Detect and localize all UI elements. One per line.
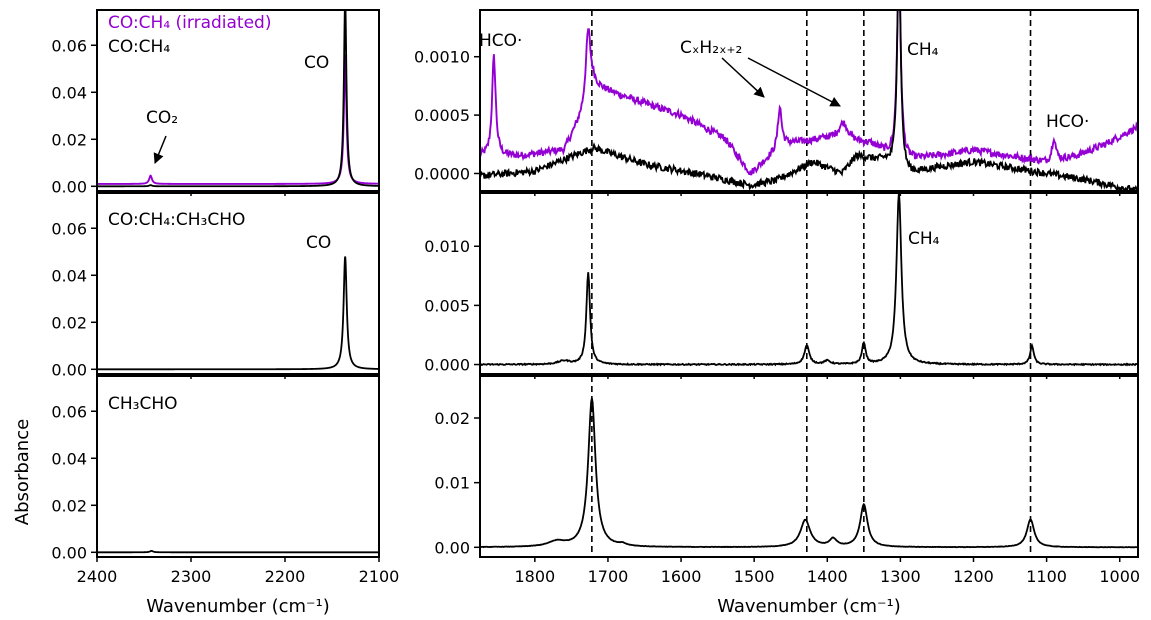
y-tick-label: 0.04 <box>51 266 87 285</box>
annotation-hco-left: HCO· <box>479 31 522 51</box>
axes-frame <box>96 375 380 558</box>
x-axis-label-left: Wavenumber (cm⁻¹) <box>146 596 330 617</box>
x-tick-label: 1200 <box>953 567 994 586</box>
annotation-ch4-mid: CH₄ <box>908 229 940 249</box>
panel-left-top: 0.00 0.02 0.04 0.06 <box>51 9 380 196</box>
y-tick-label: 0.01 <box>434 474 470 493</box>
x-tick-label: 1300 <box>880 567 921 586</box>
annotation-co-mid: CO <box>306 233 331 253</box>
panel-left-mid: 0.00 0.02 0.04 0.06 <box>51 192 380 379</box>
series-line-co-ch-irradiated- <box>480 10 1138 176</box>
y-tick-label: 0.06 <box>51 402 87 421</box>
x-tick-label: 2400 <box>77 567 118 586</box>
series-line-co-ch-ch-cho <box>480 193 1138 367</box>
y-tick-label: 0.010 <box>424 237 470 256</box>
axes-frame <box>479 192 1139 375</box>
y-tick-label: 0.00 <box>51 360 87 379</box>
y-tick-label: 0.000 <box>424 356 470 375</box>
y-tick-label: 0.06 <box>51 219 87 238</box>
x-tick-label: 2300 <box>171 567 212 586</box>
y-tick-label: 0.0000 <box>414 164 470 183</box>
annotation-cxh2x2: CₓH₂ₓ₊₂ <box>680 38 742 58</box>
series-line-co-ch-irradiated- <box>97 54 379 185</box>
annotation-hco-right: HCO· <box>1046 112 1089 132</box>
legend-entry-co-ch4-ch3cho: CO:CH₄:CH₃CHO <box>108 210 245 230</box>
panel-right-bot: 0.00 0.01 0.02 1800 1700 1600 1500 1400 1300 1200… <box>434 375 1140 586</box>
annotation-co2: CO₂ <box>146 108 178 128</box>
x-axis-label-right: Wavenumber (cm⁻¹) <box>717 596 901 617</box>
x-tick-label: 1100 <box>1026 567 1067 586</box>
axes-frame <box>479 9 1139 192</box>
y-tick-label: 0.0010 <box>414 48 470 67</box>
panel-left-bot: 0.00 0.02 0.04 0.06 2400 2300 2200 2100 <box>51 375 400 586</box>
annotation-co-top: CO <box>304 53 329 73</box>
y-tick-label: 0.02 <box>51 130 87 149</box>
panel-right-mid: 0.000 0.005 0.010 <box>424 192 1139 379</box>
x-tick-label: 1600 <box>661 567 702 586</box>
x-tick-label: 2100 <box>359 567 400 586</box>
series-line-ch-cho <box>97 549 379 554</box>
y-tick-label: 0.02 <box>51 496 87 515</box>
y-tick-label: 0.06 <box>51 36 87 55</box>
x-tick-label: 1800 <box>514 567 555 586</box>
axes-frame <box>96 9 380 192</box>
y-tick-label: 0.02 <box>51 313 87 332</box>
y-tick-label: 0.04 <box>51 83 87 102</box>
x-tick-label: 2200 <box>265 567 306 586</box>
series-line-co-ch-ch-cho <box>97 256 379 371</box>
x-tick-label: 1500 <box>734 567 775 586</box>
annotation-ch4-top: CH₄ <box>907 40 939 60</box>
y-tick-label: 0.02 <box>434 409 470 428</box>
series-line-co-ch- <box>480 10 1138 191</box>
y-tick-label: 0.00 <box>434 538 470 557</box>
y-axis-label: Absorbance <box>12 419 33 525</box>
series-line-co-ch- <box>97 10 379 188</box>
legend-entry-irradiated: CO:CH₄ (irradiated) <box>108 13 271 33</box>
arrow-cxh2x2-right <box>747 57 841 107</box>
arrow-cxh2x2-left <box>721 57 765 98</box>
y-tick-label: 0.00 <box>51 177 87 196</box>
panel-right-top: 0.0000 0.0005 0.0010 <box>414 9 1139 196</box>
legend-entry-co-ch4: CO:CH₄ <box>108 37 170 57</box>
axes-frame <box>479 375 1139 558</box>
series-line-ch-cho <box>480 398 1138 549</box>
y-tick-label: 0.0005 <box>414 106 470 125</box>
legend-entry-ch3cho: CH₃CHO <box>108 394 178 414</box>
x-tick-label: 1700 <box>588 567 629 586</box>
arrow-co2 <box>153 135 167 164</box>
y-tick-label: 0.005 <box>424 296 470 315</box>
axes-frame <box>96 192 380 375</box>
y-tick-label: 0.00 <box>51 543 87 562</box>
x-tick-label: 1400 <box>807 567 848 586</box>
y-tick-label: 0.04 <box>51 449 87 468</box>
x-tick-label: 1000 <box>1099 567 1140 586</box>
